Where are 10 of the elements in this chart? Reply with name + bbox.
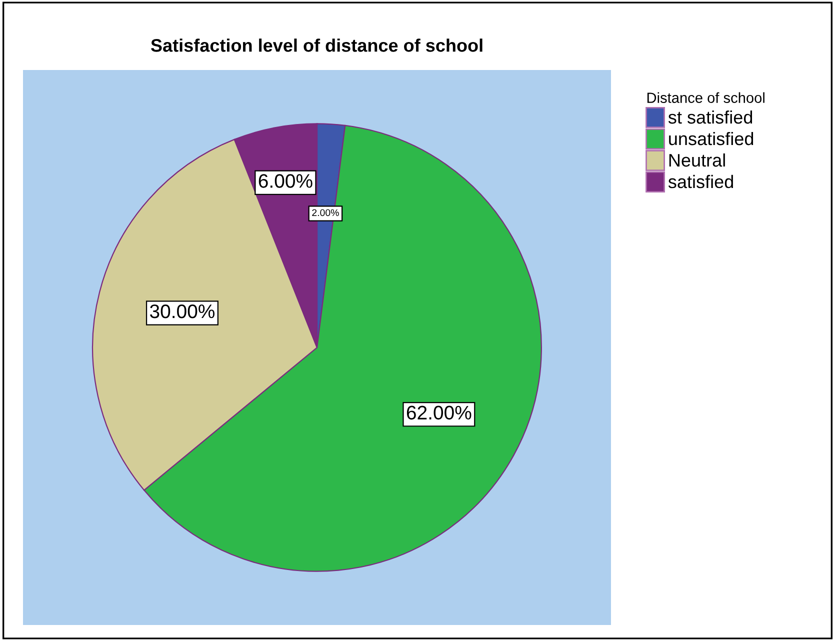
chart-title: Satisfaction level of distance of school [150,38,482,52]
legend-label: unsatisfied [669,132,754,146]
legend-label: st satisfied [668,110,752,124]
legend-label: satisfied [668,174,733,188]
legend-title: Distance of school [647,92,764,103]
data-label: 62.00% [406,406,472,420]
data-label: 2.00% [312,209,339,216]
data-label: 30.00% [150,304,215,318]
data-label: 6.00% [258,174,312,188]
legend-label: Neutral [669,153,725,167]
